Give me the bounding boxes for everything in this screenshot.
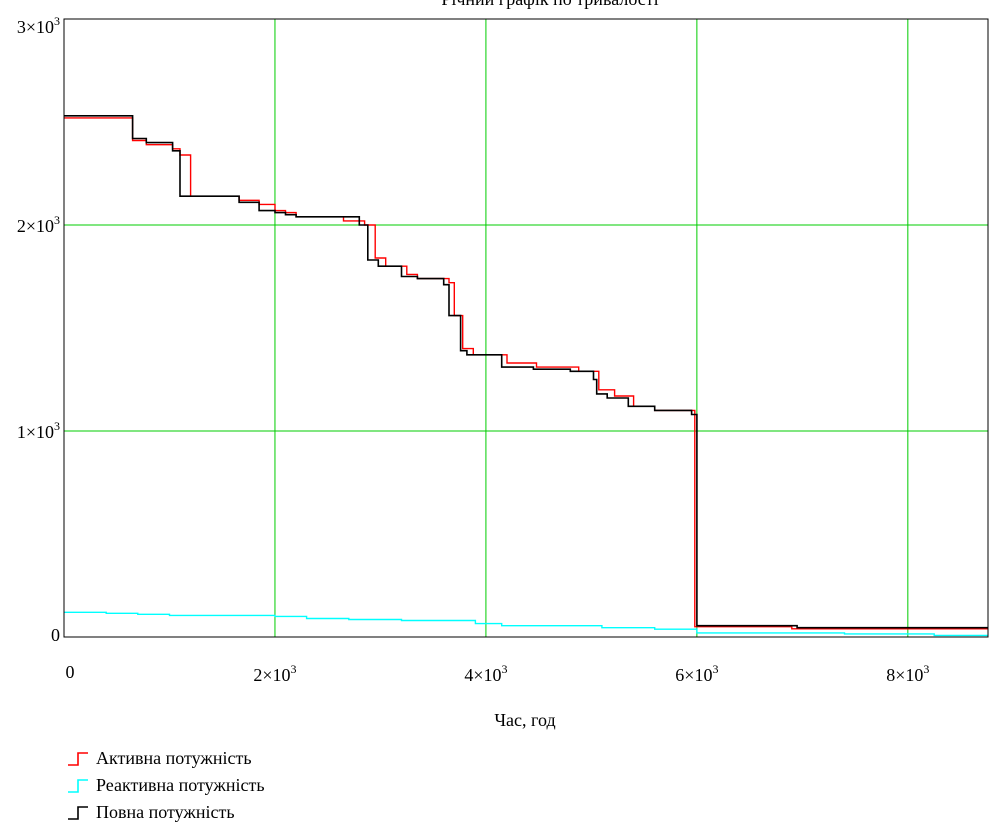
series-layer [64,115,988,637]
series-line-2 [64,115,988,629]
legend-swatch-1 [68,778,88,793]
series-line-0 [64,117,988,630]
x-tick-label-1: 2×103 [253,662,297,685]
x-tick-label-0: 0 [65,662,75,682]
legend: Активна потужність Реактивна потужність По… [62,745,265,826]
legend-label-0: Активна потужність [96,748,252,768]
y-tick-label-1: 1×103 [16,419,60,442]
legend-swatch-0 [68,751,88,766]
series-line-1 [64,611,988,637]
x-tick-label-4: 8×103 [886,662,930,685]
legend-item-2: Повна потужність [62,799,265,826]
legend-item-1: Реактивна потужність [62,772,265,799]
legend-swatch-2 [68,805,88,820]
x-axis-label: Час, год [494,710,556,730]
legend-label-2: Повна потужність [96,802,235,822]
y-tick-label-0: 0 [51,625,60,645]
legend-item-0: Активна потужність [62,745,265,772]
x-tick-label-2: 4×103 [464,662,508,685]
grid-lines [64,19,988,637]
y-tick-label-3: 3×103 [16,14,60,37]
legend-label-1: Реактивна потужність [96,775,265,795]
y-tick-label-2: 2×103 [16,213,60,236]
chart-title: Річний графік по тривалості [0,0,995,10]
plot-frame [63,18,989,638]
x-tick-label-3: 6×103 [675,662,719,685]
